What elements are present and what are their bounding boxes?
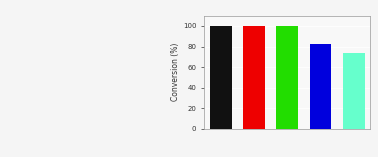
Bar [310,44,332,129]
Bar [243,26,265,129]
Y-axis label: Conversion (%): Conversion (%) [171,43,180,101]
Bar [276,26,298,129]
Bar [343,53,365,129]
Bar [210,26,232,129]
